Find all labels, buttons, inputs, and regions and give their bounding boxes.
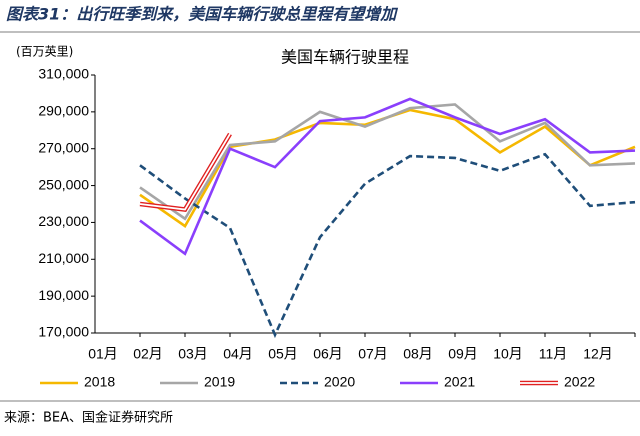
x-tick-label: 04月 [223,346,253,362]
y-tick-label: 250,000 [38,176,89,192]
source: 来源：BEA、国金证券研究所 [4,410,173,426]
x-tick-label: 09月 [448,346,478,362]
legend-label: 2019 [204,374,235,390]
x-tick-label: 12月 [583,346,613,362]
x-tick-label: 08月 [403,346,433,362]
legend-label: 2020 [324,374,355,390]
y-tick-label: 170,000 [38,324,89,340]
y-unit: (百万英里) [16,45,73,59]
x-tick-label: 01月 [88,346,118,362]
y-tick-label: 230,000 [38,213,89,229]
legend-label: 2021 [444,374,475,390]
header-title: 图表31：出行旺季到来，美国车辆行驶总里程有望增加 [6,5,398,24]
series-line [139,103,636,221]
legend-label: 2022 [564,374,595,390]
y-tick-label: 270,000 [38,139,89,155]
legend-label: 2018 [84,374,115,390]
x-tick-label: 11月 [539,346,568,362]
y-tick-label: 290,000 [38,103,89,119]
chart-title: 美国车辆行驶里程 [281,48,409,67]
series-line-inner [139,133,231,211]
series-line [139,152,636,339]
x-tick-label: 02月 [133,346,163,362]
y-tick-label: 210,000 [38,250,89,266]
series-line [139,97,636,256]
x-tick-label: 06月 [313,346,343,362]
y-tick-label: 190,000 [38,287,89,303]
series-line [139,108,636,228]
x-tick-label: 03月 [178,346,208,362]
x-tick-label: 10月 [493,346,523,362]
x-tick-label: 05月 [268,346,298,362]
x-tick-label: 07月 [358,346,388,362]
y-tick-label: 310,000 [38,66,89,82]
